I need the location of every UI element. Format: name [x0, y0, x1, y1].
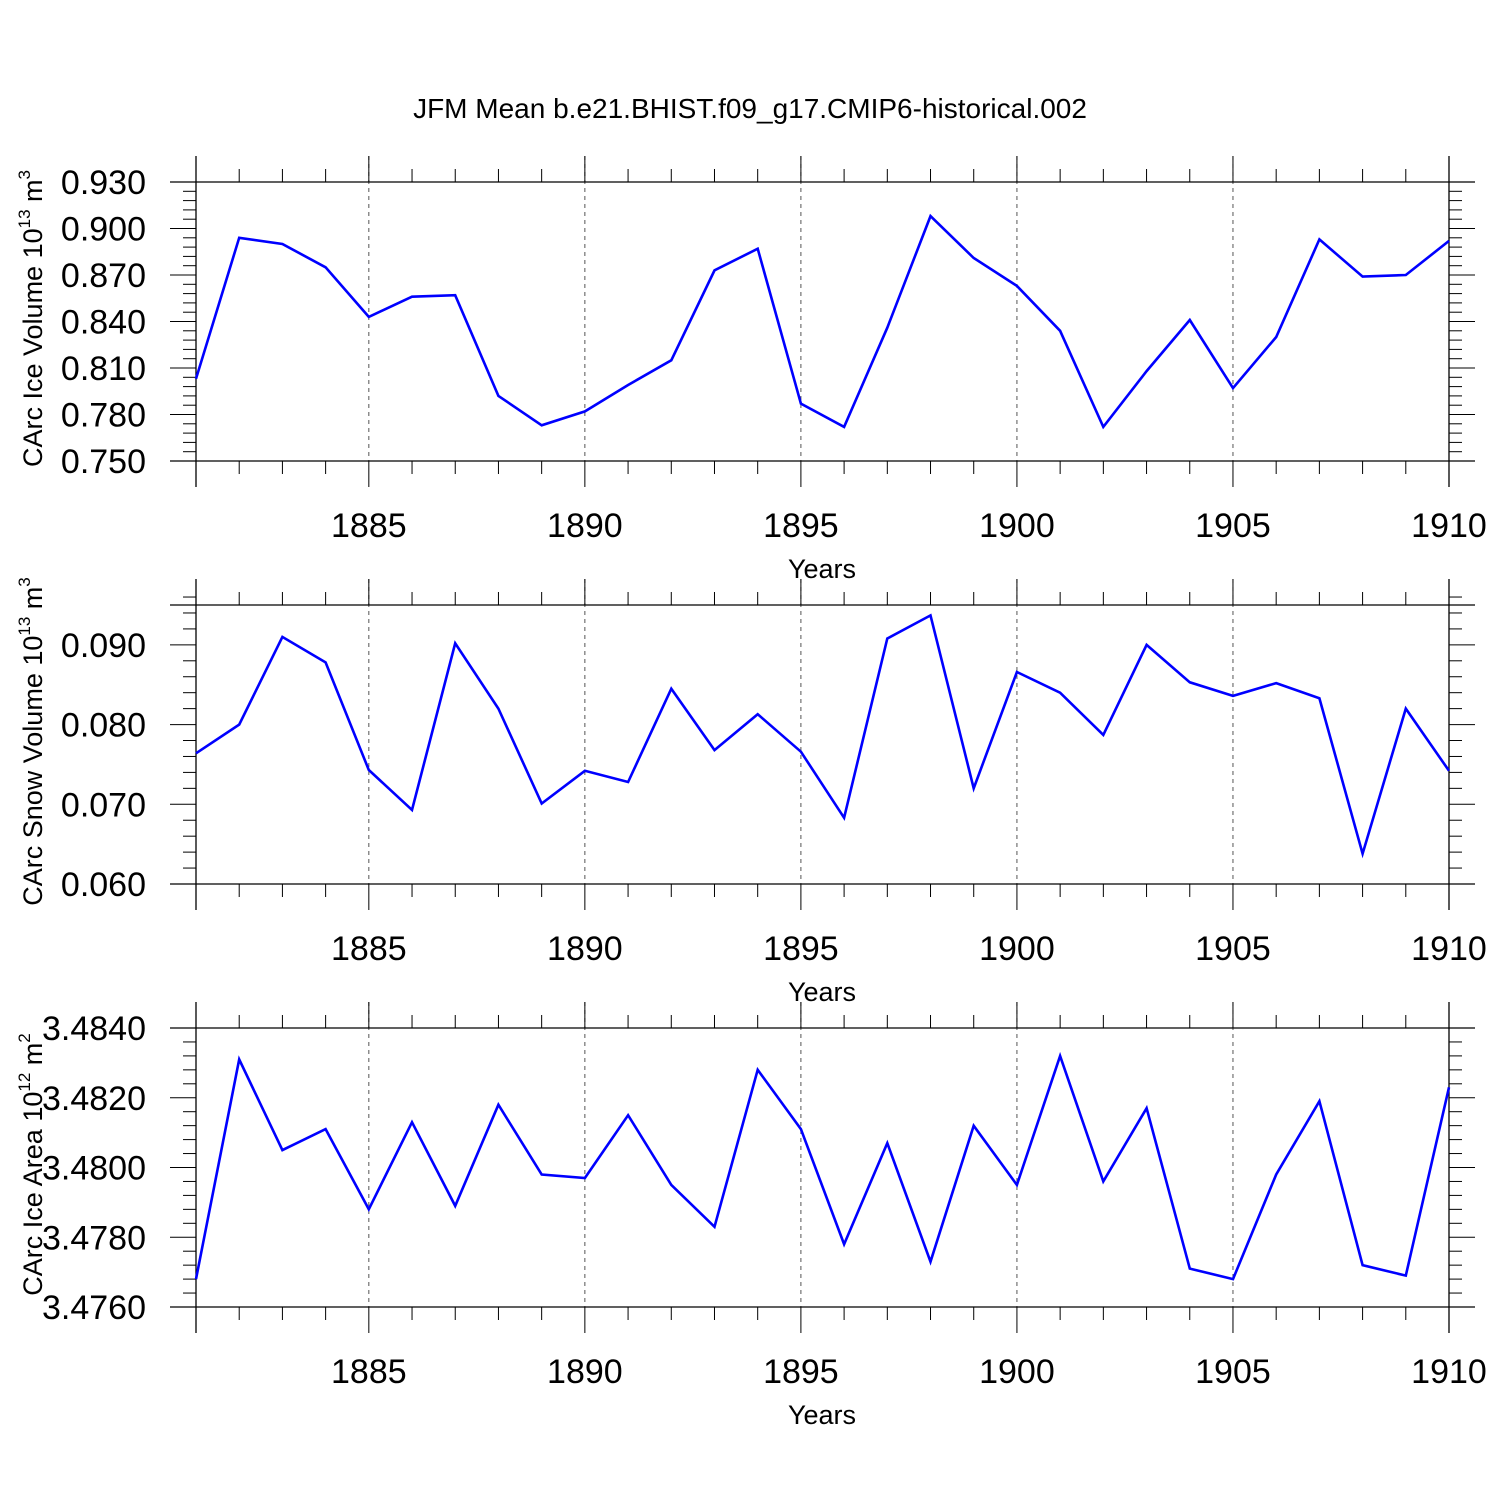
y-tick-label: 0.930: [61, 164, 146, 202]
x-tick-label: 1885: [331, 930, 407, 968]
x-axis-label: Years: [788, 977, 856, 1007]
panels: 0.750 0.780 0.810 0.840 0.870 0.900 0.930 1885 1…: [15, 156, 1487, 1430]
y-tick-label: 0.750: [61, 443, 146, 481]
y-axis-label: CArc Ice Volume 1013 m3: [15, 170, 48, 467]
chart-panel: 0.750 0.780 0.810 0.840 0.870 0.900 0.930 1885 1…: [15, 156, 1487, 584]
y-axis-label: CArc Ice Area 1012 m2: [15, 1033, 48, 1296]
y-tick-label: 3.4780: [42, 1219, 146, 1257]
x-tick-label: 1910: [1411, 1353, 1487, 1391]
y-axis-label-exponent: 13: [15, 209, 34, 228]
y-tick-label: 3.4760: [42, 1289, 146, 1327]
y-axis-label-unit: m: [18, 179, 48, 209]
x-tick-label: 1910: [1411, 507, 1487, 545]
x-tick-label: 1890: [547, 1353, 623, 1391]
x-tick-label: 1900: [979, 507, 1055, 545]
y-axis-label-unit: m: [18, 587, 48, 617]
y-tick-label: 0.900: [61, 211, 146, 249]
x-tick-label: 1900: [979, 930, 1055, 968]
y-axis-label-main: CArc Ice Volume 10: [18, 228, 48, 467]
y-tick-label: 3.4800: [42, 1150, 146, 1188]
y-tick-label: 0.080: [61, 707, 146, 745]
x-tick-label: 1895: [763, 1353, 839, 1391]
y-tick-label: 3.4820: [42, 1080, 146, 1118]
y-axis-label: CArc Snow Volume 1013 m3: [15, 577, 48, 906]
x-tick-label: 1910: [1411, 930, 1487, 968]
y-axis-label-main: CArc Snow Volume 10: [18, 636, 48, 906]
chart-panel: 3.4760 3.4780 3.4800 3.4820 3.4840 1885 1890 18…: [15, 1002, 1487, 1430]
y-tick-label: 0.060: [61, 866, 146, 904]
y-axis-label-unit-exponent: 2: [15, 1033, 34, 1042]
y-tick-label: 0.870: [61, 257, 146, 295]
y-axis-label-unit: m: [18, 1043, 48, 1073]
x-tick-label: 1905: [1195, 507, 1271, 545]
y-axis-label-main: CArc Ice Area 10: [18, 1092, 48, 1296]
y-tick-label: 0.090: [61, 627, 146, 665]
x-axis-label: Years: [788, 1400, 856, 1430]
y-axis-label-unit-exponent: 3: [15, 577, 34, 586]
y-axis-label-exponent: 13: [15, 617, 34, 636]
x-tick-label: 1895: [763, 507, 839, 545]
series-line: [194, 1051, 1451, 1281]
y-tick-label: 0.810: [61, 350, 146, 388]
y-tick-label: 0.070: [61, 786, 146, 824]
x-tick-label: 1890: [547, 930, 623, 968]
x-tick-label: 1895: [763, 930, 839, 968]
series-line: [195, 613, 1451, 859]
y-axis-label-exponent: 12: [15, 1073, 34, 1092]
x-tick-label: 1905: [1195, 930, 1271, 968]
series-line: [194, 213, 1450, 430]
x-tick-label: 1890: [547, 507, 623, 545]
x-tick-label: 1905: [1195, 1353, 1271, 1391]
y-axis-label-unit-exponent: 3: [15, 170, 34, 179]
chart-panel: 0.060 0.070 0.080 0.090 1885 1890 1895 1900 1905…: [15, 577, 1487, 1007]
y-tick-label: 3.4840: [42, 1010, 146, 1048]
x-tick-label: 1885: [331, 507, 407, 545]
y-tick-label: 0.840: [61, 304, 146, 342]
x-tick-label: 1885: [331, 1353, 407, 1391]
chart-title: JFM Mean b.e21.BHIST.f09_g17.CMIP6-histo…: [413, 93, 1087, 124]
y-tick-label: 0.780: [61, 397, 146, 435]
x-tick-label: 1900: [979, 1353, 1055, 1391]
x-axis-label: Years: [788, 554, 856, 584]
